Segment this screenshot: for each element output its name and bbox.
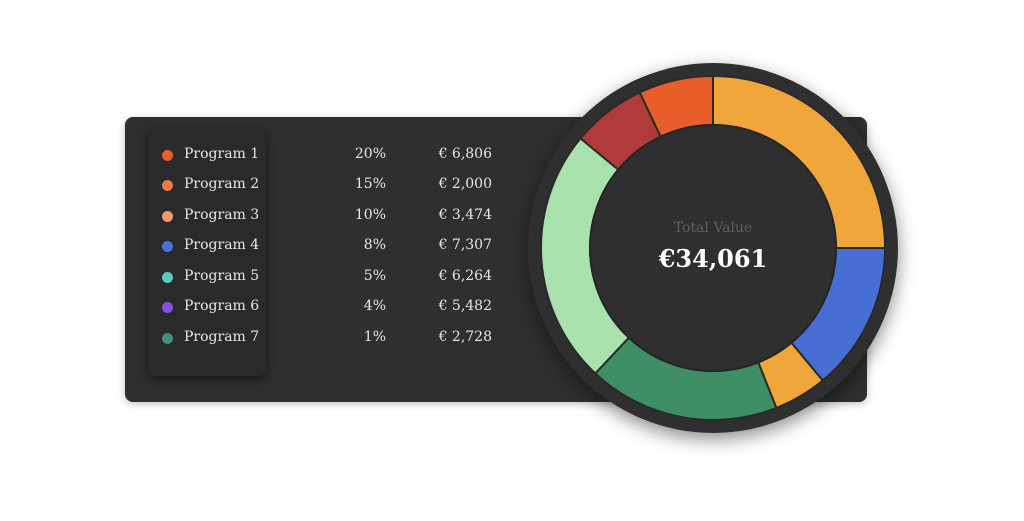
legend-dot [162, 272, 173, 283]
legend-label: Program 2 [184, 176, 260, 192]
legend-label: Program 1 [184, 146, 260, 162]
legend-percent: 4% [363, 298, 386, 314]
total-label: Total Value [673, 220, 753, 236]
legend-value: € 3,474 [438, 207, 492, 223]
legend-value: € 6,806 [438, 146, 492, 162]
legend-row-6: Program 6 4% € 5,482 [148, 293, 508, 323]
legend-dot [162, 333, 173, 344]
legend-percent: 8% [363, 237, 386, 253]
legend-percent: 1% [363, 329, 386, 345]
legend-value: € 2,728 [438, 329, 492, 345]
legend-row-3: Program 3 10% € 3,474 [148, 202, 508, 232]
legend-row-4: Program 4 8% € 7,307 [148, 232, 508, 262]
legend-percent: 5% [363, 268, 386, 284]
legend-percent: 15% [354, 176, 386, 192]
donut-chart [528, 63, 898, 433]
legend-value: € 5,482 [438, 298, 492, 314]
legend-row-7: Program 7 1% € 2,728 [148, 324, 508, 354]
legend-dot [162, 150, 173, 161]
legend-label: Program 5 [184, 268, 260, 284]
legend-percent: 10% [354, 207, 386, 223]
legend-row-2: Program 2 15% € 2,000 [148, 171, 508, 201]
legend-dot [162, 180, 173, 191]
total-value: €34,061 [658, 244, 768, 273]
donut-hole [589, 124, 837, 372]
legend-label: Program 6 [184, 298, 260, 314]
legend-dot [162, 211, 173, 222]
legend-label: Program 4 [184, 237, 260, 253]
donut-slices [540, 74, 887, 421]
legend-row-5: Program 5 5% € 6,264 [148, 263, 508, 293]
legend-row-1: Program 1 20% € 6,806 [148, 141, 508, 171]
legend-value: € 6,264 [438, 268, 492, 284]
legend-label: Program 3 [184, 207, 260, 223]
legend-dot [162, 241, 173, 252]
legend-dot [162, 302, 173, 313]
legend-label: Program 7 [184, 329, 260, 345]
legend-value: € 7,307 [438, 237, 492, 253]
legend-percent: 20% [354, 146, 386, 162]
legend-value: € 2,000 [438, 176, 492, 192]
